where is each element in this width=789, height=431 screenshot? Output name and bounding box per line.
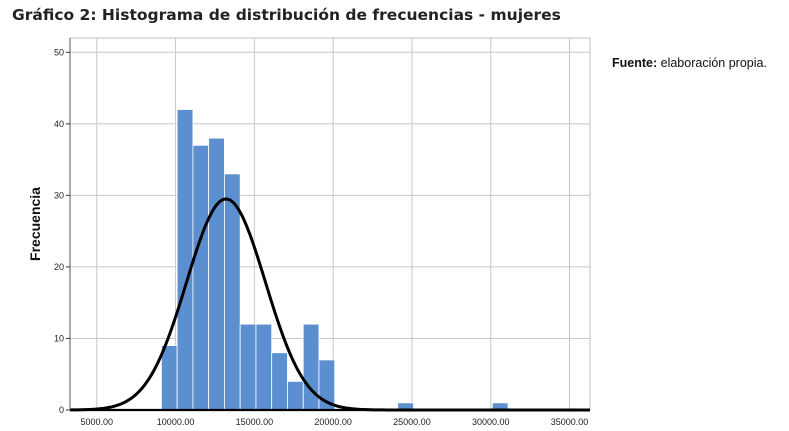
y-tick-label: 10 <box>54 333 64 343</box>
histogram-bar <box>208 137 225 411</box>
x-tick-label: 35000.00 <box>551 417 589 427</box>
plot-frame <box>69 37 591 411</box>
x-tick-label: 15000.00 <box>236 417 274 427</box>
source-label: Fuente: <box>612 56 658 70</box>
chart-title: Gráfico 2: Histograma de distribución de… <box>12 6 561 24</box>
source-note: Fuente: elaboración propia. <box>612 56 767 70</box>
histogram-bar <box>176 109 194 411</box>
y-tick-label: 20 <box>54 262 64 272</box>
source-text: elaboración propia. <box>660 56 767 70</box>
y-tick-label: 0 <box>59 405 64 415</box>
y-tick-label: 50 <box>54 47 64 57</box>
histogram-bar <box>271 352 288 411</box>
grid-layer <box>69 37 591 411</box>
y-tick-label: 30 <box>54 190 64 200</box>
histogram-bar <box>255 323 273 411</box>
histogram-bar <box>302 323 320 411</box>
histogram-bar <box>287 380 304 411</box>
histogram-bar <box>160 345 178 411</box>
x-tick-label: 30000.00 <box>472 417 510 427</box>
x-tick-label: 20000.00 <box>314 417 352 427</box>
axis-layer: 0 10 20 30 40 50 5000.00 10000.00 15000.00 20000.… <box>54 38 590 427</box>
x-tick-label: 25000.00 <box>393 417 431 427</box>
x-tick-label: 10000.00 <box>157 417 195 427</box>
y-axis-label: Frecuencia <box>27 187 43 261</box>
histogram-bar <box>192 144 210 411</box>
bar-layer <box>160 109 509 411</box>
x-tick-label: 5000.00 <box>81 417 114 427</box>
histogram-bar <box>239 323 257 411</box>
y-tick-label: 40 <box>54 119 64 129</box>
